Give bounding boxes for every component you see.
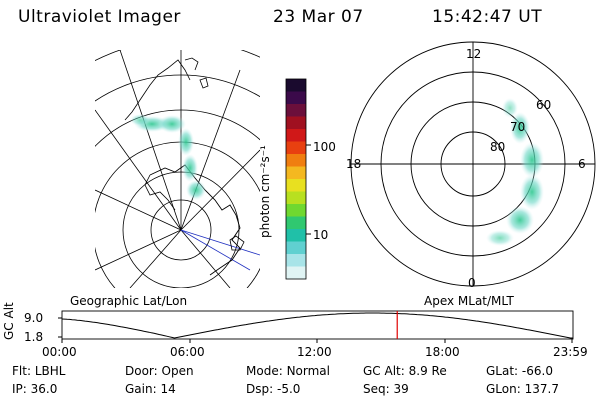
colorbar-tick-10: 10 — [313, 228, 329, 242]
timeline-plot — [58, 310, 574, 343]
timeline-xtick-4: 23:59 — [553, 345, 588, 359]
mlat-label-70: 70 — [510, 120, 526, 134]
timeline-ytick-high: 9.0 — [24, 311, 44, 325]
status-ip: IP: 36.0 — [12, 382, 58, 396]
left-aurora — [130, 114, 206, 200]
colorbar-stripe — [286, 241, 306, 255]
mlat-label-60: 60 — [536, 98, 552, 112]
colorbar — [285, 78, 311, 280]
colorbar-stripe — [286, 191, 306, 205]
colorbar-stripe — [286, 104, 306, 117]
left-caption: Geographic Lat/Lon — [70, 294, 188, 308]
date: 23 Mar 07 — [273, 7, 364, 27]
colorbar-stripe — [286, 141, 306, 155]
polar-plot — [350, 41, 596, 287]
status-door: Door: Open — [125, 364, 194, 378]
colorbar-stripe — [286, 91, 306, 105]
timeline-xtick-3: 18:00 — [425, 345, 460, 359]
timeline-xtick-0: 00:00 — [42, 345, 77, 359]
right-caption: Apex MLat/MLT — [424, 294, 514, 308]
status-glon: GLon: 137.7 — [486, 382, 559, 396]
time: 15:42:47 UT — [432, 7, 543, 27]
right-aurora — [486, 98, 544, 246]
status-seq: Seq: 39 — [363, 382, 409, 396]
mlat-label-80: 80 — [490, 140, 506, 154]
mlt-label-6: 6 — [578, 157, 586, 171]
geographic-map — [95, 50, 260, 288]
status-gc-alt: GC Alt: 8.9 Re — [363, 364, 447, 378]
status-gain: Gain: 14 — [125, 382, 176, 396]
colorbar-unit-label: photon cm⁻²s⁻¹ — [258, 145, 272, 238]
status-flt: Flt: LBHL — [12, 364, 66, 378]
status-glat: GLat: -66.0 — [486, 364, 553, 378]
status-dsp: Dsp: -5.0 — [246, 382, 301, 396]
colorbar-stripe — [286, 129, 306, 142]
mlt-label-12: 12 — [466, 47, 482, 61]
mlt-label-0: 0 — [468, 276, 476, 290]
status-mode: Mode: Normal — [246, 364, 330, 378]
colorbar-stripe — [286, 204, 306, 217]
mlt-label-18: 18 — [346, 157, 362, 171]
colorbar-stripe — [286, 166, 306, 180]
timeline-xtick-1: 06:00 — [170, 345, 205, 359]
title: Ultraviolet Imager — [18, 7, 181, 27]
colorbar-stripe — [286, 266, 306, 280]
colorbar-stripe — [286, 216, 306, 230]
colorbar-stripe — [286, 179, 306, 192]
colorbar-stripe — [286, 254, 306, 267]
colorbar-tick-100: 100 — [313, 140, 336, 154]
timeline-axis-label: GC Alt — [2, 302, 16, 340]
timeline-xtick-2: 12:00 — [297, 345, 332, 359]
timeline-ytick-low: 1.8 — [24, 330, 44, 344]
colorbar-stripe — [286, 229, 306, 242]
colorbar-stripe — [286, 79, 306, 92]
colorbar-stripe — [286, 116, 306, 130]
colorbar-stripe — [286, 154, 306, 167]
